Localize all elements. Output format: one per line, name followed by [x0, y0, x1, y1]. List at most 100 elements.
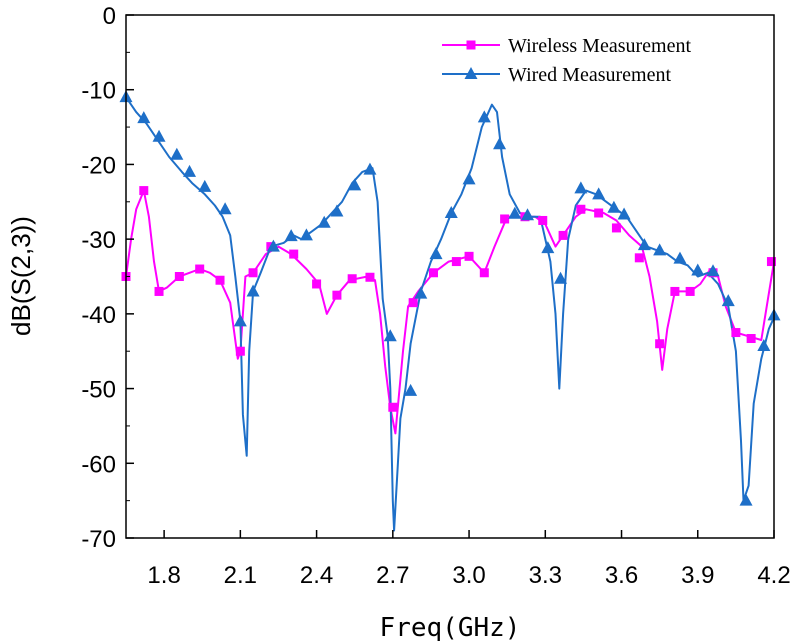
wireless-marker — [500, 214, 510, 224]
wired-marker — [429, 247, 443, 260]
wired-marker — [508, 206, 522, 219]
wired-marker — [183, 164, 197, 177]
x-tick-label: 4.2 — [757, 562, 790, 589]
legend: Wireless Measurement Wired Measurement — [442, 35, 691, 86]
wired-marker — [363, 162, 377, 175]
y-axis-title: dB(S(2,3)) — [6, 216, 36, 336]
wireless-marker — [248, 268, 258, 278]
plot-markers — [119, 90, 781, 506]
wired-marker — [404, 383, 418, 396]
wired-marker — [477, 110, 491, 123]
wired-marker — [330, 204, 344, 217]
wired-marker — [541, 241, 555, 254]
wired-marker — [170, 147, 184, 160]
wired-marker — [673, 251, 687, 264]
wireless-marker — [388, 402, 398, 412]
wired-marker — [198, 179, 212, 192]
wired-marker — [637, 238, 651, 251]
y-tick-label: -20 — [81, 152, 116, 179]
wireless-marker — [215, 275, 225, 285]
wired-marker — [462, 172, 476, 185]
wired-marker — [246, 284, 260, 297]
x-tick-label: 2.1 — [224, 562, 257, 589]
x-tick-label: 1.8 — [147, 562, 180, 589]
wired-marker — [493, 137, 507, 150]
legend-wireless-label: Wireless Measurement — [508, 35, 691, 57]
x-tick-label: 2.7 — [376, 562, 409, 589]
wireless-marker — [195, 264, 205, 274]
wired-marker — [592, 187, 606, 200]
wireless-marker — [428, 268, 438, 278]
y-tick-label: 0 — [103, 3, 116, 30]
wired-marker — [383, 329, 397, 342]
wired-marker — [653, 243, 667, 256]
wired-marker — [721, 294, 735, 307]
wireless-marker — [139, 186, 149, 196]
wired-marker — [617, 207, 631, 220]
wired-marker — [607, 200, 621, 213]
wired-marker — [218, 202, 232, 215]
legend-wired-label: Wired Measurement — [508, 64, 671, 86]
wireless-marker — [289, 249, 299, 259]
wired-marker — [284, 229, 298, 242]
wireless-marker — [670, 286, 680, 296]
x-tick-label: 3.3 — [529, 562, 562, 589]
wireless-marker — [655, 339, 665, 349]
wired-marker — [233, 314, 247, 327]
wired-marker — [317, 215, 331, 228]
y-tick-label: -60 — [81, 451, 116, 478]
wireless-marker — [347, 274, 357, 284]
wired-marker — [414, 286, 428, 299]
wired-marker — [137, 111, 151, 124]
wireless-marker — [332, 290, 342, 300]
legend-wired-marker — [464, 67, 478, 79]
wireless-marker — [312, 279, 322, 289]
y-tick-label: -40 — [81, 302, 116, 329]
axes: 1.8 2.1 2.4 2.7 3.0 3.3 3.6 3.9 4.2 0 -10 -20 -30 -40… — [81, 3, 790, 589]
wireless-marker — [408, 298, 418, 308]
y-tick-label: -50 — [81, 377, 116, 404]
wired-marker — [266, 239, 280, 252]
wireless-marker — [365, 272, 375, 282]
wireless-marker — [576, 204, 586, 214]
wireless-marker — [731, 328, 741, 338]
x-axis-title: Freq(GHz) — [380, 613, 521, 641]
x-tick-label: 3.9 — [681, 562, 714, 589]
wireless-line — [126, 189, 774, 435]
wireless-marker — [558, 230, 568, 240]
wireless-marker — [174, 272, 184, 281]
wireless-marker — [538, 215, 548, 225]
wireless-marker — [464, 251, 474, 261]
legend-wireless-marker — [466, 40, 476, 50]
x-tick-label: 3.0 — [452, 562, 485, 589]
wired-marker — [299, 228, 313, 241]
wired-marker — [444, 205, 458, 218]
y-tick-label: -30 — [81, 227, 116, 254]
wired-marker — [691, 263, 705, 276]
wired-marker — [554, 271, 568, 284]
wired-marker — [706, 264, 720, 277]
wireless-marker — [154, 286, 164, 296]
wireless-marker — [451, 257, 461, 267]
wireless-marker — [479, 268, 489, 278]
wired-marker — [521, 208, 535, 221]
x-tick-label: 3.6 — [605, 562, 638, 589]
wired-marker — [152, 129, 166, 142]
wireless-marker — [685, 286, 695, 296]
wireless-marker — [594, 208, 604, 218]
wireless-marker — [766, 257, 776, 267]
wireless-marker — [235, 346, 245, 356]
y-tick-label: -10 — [81, 78, 116, 105]
wired-marker — [574, 181, 588, 194]
wired-line — [126, 96, 774, 532]
wired-marker — [739, 493, 753, 506]
wired-marker — [348, 178, 362, 191]
wireless-marker — [746, 334, 756, 344]
plot-lines — [126, 96, 774, 532]
y-tick-label: -70 — [81, 526, 116, 553]
wireless-marker — [611, 223, 621, 233]
wireless-marker — [634, 253, 644, 263]
x-tick-label: 2.4 — [300, 562, 333, 589]
wired-marker — [757, 338, 771, 351]
